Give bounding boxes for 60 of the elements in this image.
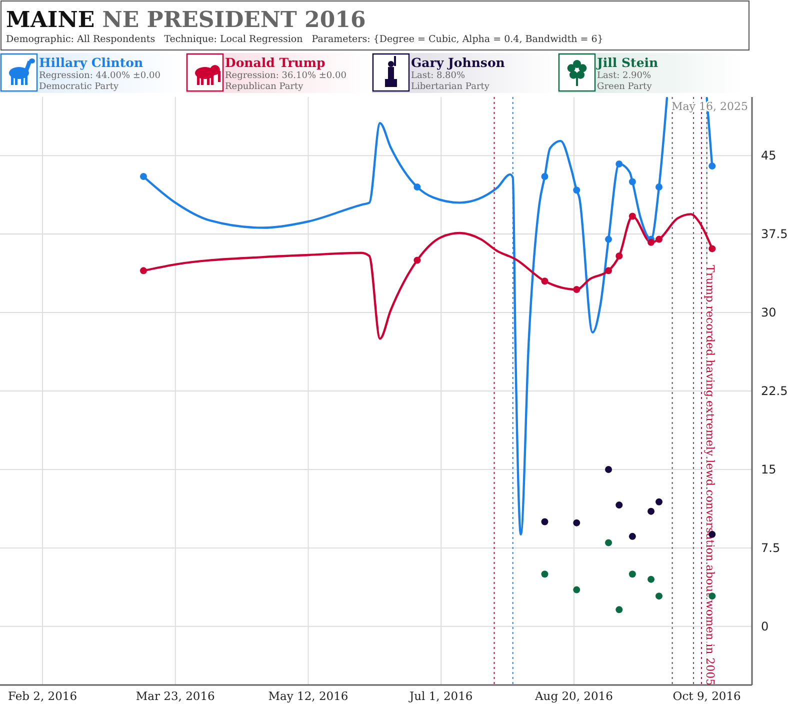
point	[541, 278, 548, 285]
point	[616, 160, 623, 168]
x-tick-label: Oct 9, 2016	[672, 689, 741, 703]
point	[648, 238, 655, 246]
legend-label: Jill Stein	[596, 55, 658, 70]
point	[655, 498, 662, 506]
point	[573, 186, 580, 194]
chart-subtitle: Demographic: All Respondents Technique: Local Regression Parameters: {Degree = Cubic, Alpha = 0.4, Bandwidth = 6}	[6, 34, 604, 45]
point	[605, 466, 612, 473]
point	[708, 245, 716, 252]
point	[616, 606, 623, 614]
point	[616, 502, 623, 509]
point	[140, 267, 147, 274]
point	[414, 256, 421, 264]
point	[628, 212, 636, 220]
y-tick-label: 22.5	[761, 384, 788, 398]
x-tick-label: Feb 2, 2016	[8, 689, 78, 703]
x-tick-label: Aug 20, 2016	[534, 689, 613, 703]
text: Regression: 36.10% ±0.00	[225, 71, 347, 81]
point	[573, 286, 580, 294]
chart-title: MAINE NE PRESIDENT 2016	[6, 7, 366, 33]
point	[573, 586, 580, 594]
point	[628, 570, 636, 578]
point	[655, 183, 662, 190]
point	[140, 173, 147, 180]
point	[616, 252, 623, 260]
point	[605, 236, 612, 243]
point	[541, 570, 548, 578]
point	[628, 532, 636, 540]
point	[541, 518, 548, 526]
y-tick-label: 7.5	[761, 540, 780, 555]
x-tick-label: Jul 1, 2016	[408, 689, 473, 703]
y-tick-label: 0	[761, 619, 769, 634]
text: Republican Party	[225, 82, 304, 92]
point	[648, 508, 655, 515]
y-tick-label: 45	[761, 148, 776, 163]
legend-label: Gary Johnson	[411, 55, 505, 70]
point	[541, 173, 548, 180]
text: Libertarian Party	[411, 82, 490, 92]
y-tick-label: 15	[761, 462, 776, 476]
text: Green Party	[597, 82, 653, 92]
point	[655, 592, 662, 600]
point	[414, 183, 421, 190]
legend-label: Hillary Clinton	[39, 55, 144, 70]
x-tick-label: Mar 23, 2016	[136, 689, 215, 703]
point	[708, 162, 716, 170]
y-tick-label: 30	[761, 306, 776, 320]
x-tick-label: May 12, 2016	[268, 689, 348, 703]
point	[628, 178, 636, 186]
point	[655, 236, 662, 243]
legend-label: Donald Trump	[225, 55, 326, 70]
point	[573, 519, 580, 526]
point	[648, 576, 655, 583]
text: Democratic Party	[39, 82, 120, 92]
text: Regression: 44.00% ±0.00	[39, 71, 161, 81]
point	[605, 267, 612, 274]
text: Last: 2.90%	[597, 71, 652, 81]
text: Last: 8.80%	[411, 71, 466, 81]
y-tick-label: 37.5	[761, 227, 788, 242]
point	[605, 539, 612, 546]
